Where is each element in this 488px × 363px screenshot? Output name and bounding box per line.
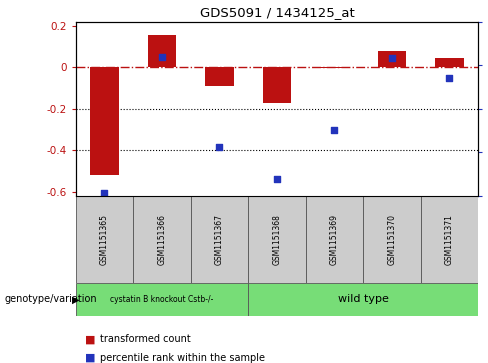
- Text: GSM1151370: GSM1151370: [387, 214, 396, 265]
- Bar: [248, 283, 478, 316]
- Bar: [435, 58, 464, 68]
- Text: percentile rank within the sample: percentile rank within the sample: [100, 352, 265, 363]
- Bar: [76, 196, 133, 283]
- Text: GSM1151366: GSM1151366: [158, 214, 166, 265]
- Text: GSM1151365: GSM1151365: [100, 214, 109, 265]
- Bar: [378, 51, 407, 68]
- Text: ▶: ▶: [72, 294, 80, 305]
- Bar: [363, 196, 421, 283]
- Text: GSM1151367: GSM1151367: [215, 214, 224, 265]
- Text: GSM1151369: GSM1151369: [330, 214, 339, 265]
- Text: wild type: wild type: [338, 294, 388, 305]
- Bar: [191, 196, 248, 283]
- Bar: [421, 196, 478, 283]
- Text: ■: ■: [85, 352, 96, 363]
- Text: transformed count: transformed count: [100, 334, 191, 344]
- Point: [446, 75, 453, 81]
- Point: [388, 56, 396, 61]
- Title: GDS5091 / 1434125_at: GDS5091 / 1434125_at: [200, 6, 354, 19]
- Bar: [320, 68, 349, 69]
- Point: [216, 144, 224, 150]
- Text: ■: ■: [85, 334, 96, 344]
- Text: GSM1151368: GSM1151368: [272, 214, 282, 265]
- Bar: [305, 196, 363, 283]
- Point: [273, 176, 281, 182]
- Text: genotype/variation: genotype/variation: [5, 294, 98, 305]
- Text: GSM1151371: GSM1151371: [445, 214, 454, 265]
- Text: cystatin B knockout Cstb-/-: cystatin B knockout Cstb-/-: [110, 295, 214, 304]
- Bar: [205, 68, 234, 86]
- Point: [330, 127, 338, 133]
- Bar: [90, 68, 119, 175]
- Bar: [147, 35, 176, 68]
- Bar: [263, 68, 291, 103]
- Bar: [133, 196, 191, 283]
- Point: [158, 54, 166, 60]
- Bar: [76, 283, 248, 316]
- Point: [101, 189, 108, 195]
- Bar: [248, 196, 305, 283]
